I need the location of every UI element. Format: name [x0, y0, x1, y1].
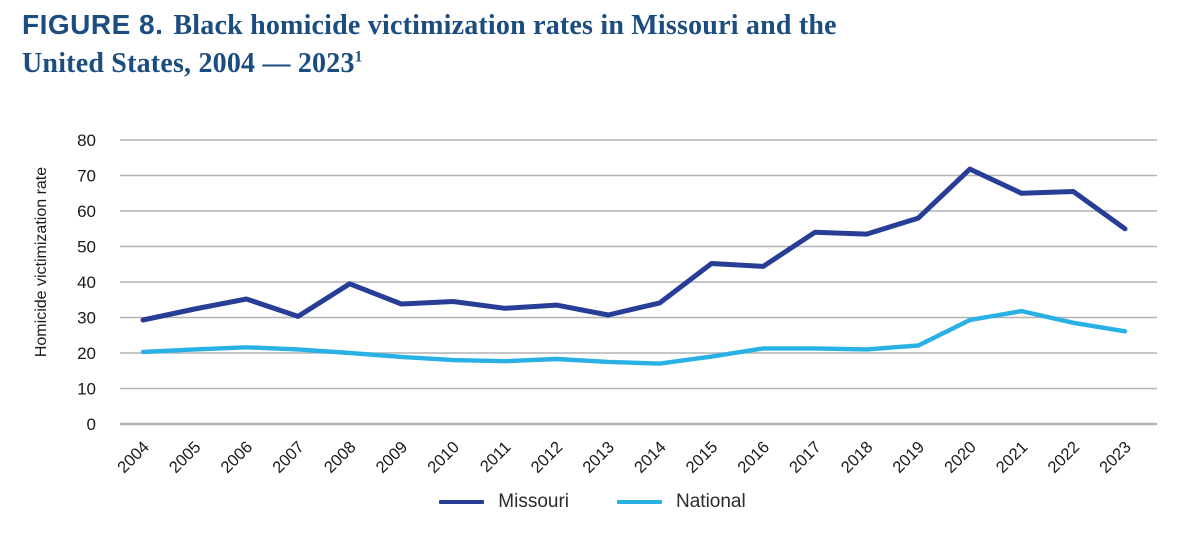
x-tick-label: 2011 [477, 438, 515, 476]
x-tick-label: 2006 [218, 438, 257, 477]
national-line-swatch [617, 500, 662, 504]
y-tick-label: 20 [77, 344, 96, 363]
y-tick-label: 30 [77, 309, 96, 328]
y-axis-title: Homicide victimization rate [33, 167, 50, 357]
x-tick-label: 2016 [734, 438, 773, 477]
x-tick-label: 2007 [269, 438, 308, 477]
x-tick-label: 2019 [889, 438, 928, 477]
legend-item-national: National [617, 491, 746, 513]
legend-label-national: National [676, 491, 746, 512]
y-tick-label: 0 [87, 415, 96, 434]
x-tick-label: 2020 [941, 438, 980, 477]
figure-title: FIGURE 8. Black homicide victimization ra… [22, 6, 1122, 83]
x-tick-label: 2015 [683, 438, 722, 477]
y-tick-label: 70 [77, 167, 96, 186]
missouri-series-line [140, 166, 1128, 323]
y-tick-label: 80 [77, 131, 96, 150]
legend-label-missouri: Missouri [498, 491, 569, 512]
figure-number-label: FIGURE 8. [22, 9, 164, 40]
x-tick-label: 2023 [1096, 438, 1135, 477]
y-tick-label: 10 [77, 380, 96, 399]
x-tick-label: 2013 [579, 438, 618, 477]
x-tick-label: 2017 [786, 438, 825, 477]
footnote-marker: 1 [354, 48, 363, 66]
x-tick-label: 2009 [373, 438, 412, 477]
x-tick-label: 2005 [166, 438, 205, 477]
x-tick-label: 2018 [838, 438, 877, 477]
x-tick-label: 2010 [424, 438, 463, 477]
missouri-line-swatch [439, 500, 485, 504]
figure-title-line1: Black homicide victimization rates in Mi… [173, 10, 837, 41]
y-tick-label: 40 [77, 273, 96, 292]
x-tick-label: 2008 [321, 438, 360, 477]
x-tick-label: 2004 [114, 438, 153, 477]
x-tick-label: 2022 [1044, 438, 1083, 477]
figure-title-line2: United States, 2004 — 2023 [22, 47, 355, 79]
x-tick-label: 2012 [528, 438, 567, 477]
y-tick-label: 50 [77, 238, 96, 257]
national-series-line [140, 308, 1128, 366]
legend-item-missouri: Missouri [439, 491, 569, 513]
x-tick-label: 2014 [631, 438, 670, 477]
chart-legend: Missouri National [0, 491, 1185, 513]
y-tick-label: 60 [77, 202, 96, 221]
x-tick-label: 2021 [993, 438, 1032, 477]
